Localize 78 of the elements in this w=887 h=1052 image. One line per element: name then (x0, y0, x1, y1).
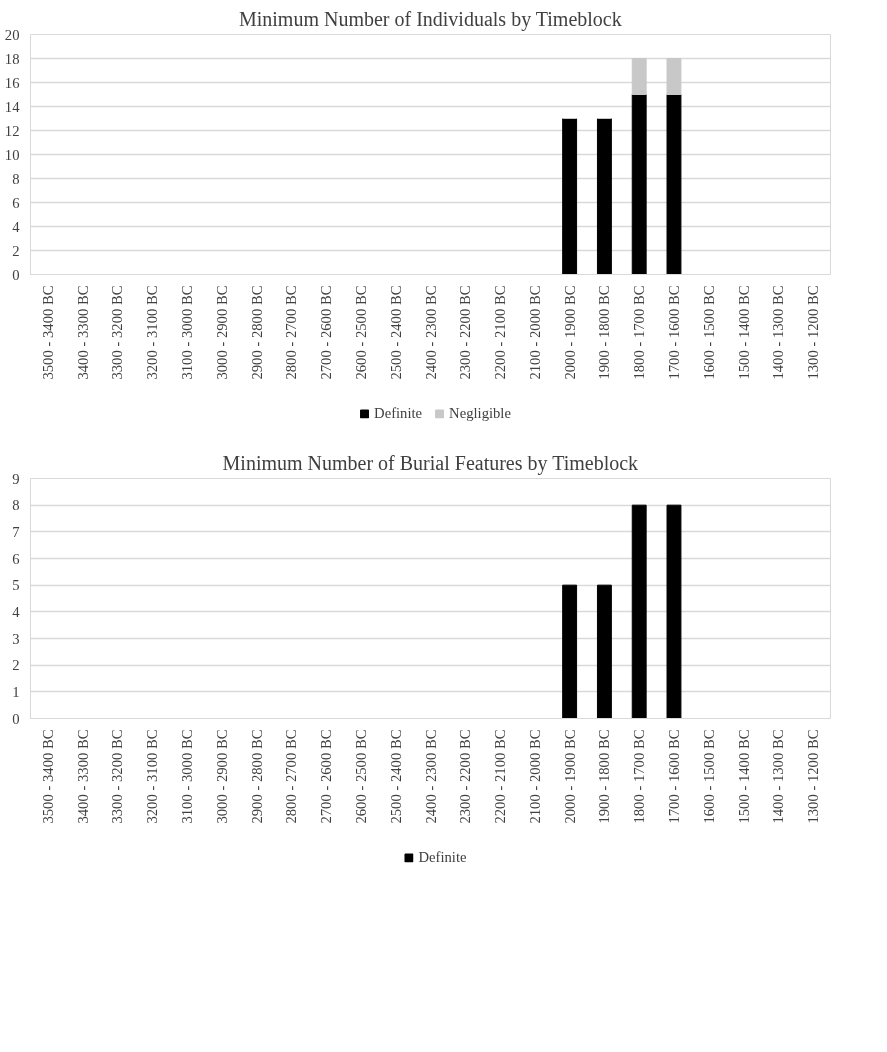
x-tick-label: 2100 - 2000 BC (526, 729, 543, 824)
chart-title: Minimum Number of Burial Features by Timeblock (222, 451, 639, 475)
y-tick-label: 12 (4, 122, 20, 139)
x-tick-label: 3500 - 3400 BC (39, 285, 56, 380)
x-tick-label: 1400 - 1300 BC (770, 285, 787, 380)
x-tick-label: 3000 - 2900 BC (213, 285, 230, 380)
x-tick-label: 3500 - 3400 BC (39, 729, 56, 824)
legend-label: Definite (374, 404, 423, 422)
bar (631, 94, 647, 275)
y-tick-label: 14 (4, 98, 21, 115)
x-tick-label: 1900 - 1800 BC (596, 729, 613, 824)
bar (562, 118, 578, 275)
x-tick-label: 1300 - 1200 BC (805, 729, 822, 824)
y-tick-label: 20 (4, 26, 20, 43)
x-tick-label: 1600 - 1500 BC (700, 285, 717, 380)
x-tick-label: 1600 - 1500 BC (700, 729, 717, 824)
y-tick-label: 3 (12, 630, 20, 647)
x-tick-label: 3200 - 3100 BC (144, 729, 161, 824)
x-tick-label: 1700 - 1600 BC (665, 285, 682, 380)
x-tick-label: 3000 - 2900 BC (213, 729, 230, 824)
x-tick-label: 2200 - 2100 BC (492, 729, 509, 824)
y-tick-label: 5 (12, 577, 20, 594)
y-tick-label: 2 (12, 657, 20, 674)
x-tick-label: 3100 - 3000 BC (179, 729, 196, 824)
x-tick-label: 2500 - 2400 BC (387, 729, 404, 824)
bar (596, 118, 612, 275)
y-tick-label: 4 (12, 218, 21, 235)
x-tick-label: 2600 - 2500 BC (352, 729, 369, 824)
x-tick-label: 2400 - 2300 BC (422, 285, 439, 380)
x-tick-label: 2800 - 2700 BC (283, 285, 300, 380)
x-tick-label: 2400 - 2300 BC (422, 729, 439, 824)
y-tick-label: 4 (12, 603, 21, 620)
x-tick-label: 1500 - 1400 BC (735, 285, 752, 380)
y-tick-label: 7 (12, 523, 20, 540)
y-tick-label: 6 (12, 550, 20, 567)
x-tick-label: 2900 - 2800 BC (248, 729, 265, 824)
y-tick-label: 9 (12, 470, 20, 487)
x-tick-label: 3300 - 3200 BC (109, 285, 126, 380)
x-tick-label: 2000 - 1900 BC (561, 729, 578, 824)
x-tick-label: 2900 - 2800 BC (248, 285, 265, 380)
legend-label: Negligible (449, 404, 511, 422)
x-tick-label: 3100 - 3000 BC (179, 285, 196, 380)
y-tick-label: 6 (12, 194, 20, 211)
x-tick-label: 2100 - 2000 BC (526, 285, 543, 380)
x-tick-label: 3200 - 3100 BC (144, 285, 161, 380)
chart-title: Minimum Number of Individuals by Timeblock (238, 7, 622, 31)
x-tick-label: 3400 - 3300 BC (74, 729, 91, 824)
x-tick-label: 2300 - 2200 BC (457, 285, 474, 380)
x-tick-label: 2700 - 2600 BC (318, 729, 335, 824)
x-tick-label: 2700 - 2600 BC (318, 285, 335, 380)
x-tick-label: 3400 - 3300 BC (74, 285, 91, 380)
x-tick-label: 3300 - 3200 BC (109, 729, 126, 824)
y-tick-label: 1 (12, 683, 20, 700)
bar (631, 58, 647, 95)
x-tick-label: 2600 - 2500 BC (352, 285, 369, 380)
y-tick-label: 18 (4, 50, 20, 67)
x-tick-label: 2500 - 2400 BC (387, 285, 404, 380)
x-tick-label: 1700 - 1600 BC (665, 729, 682, 824)
x-tick-label: 1500 - 1400 BC (735, 729, 752, 824)
bar (666, 94, 682, 275)
bar (666, 58, 682, 95)
y-tick-label: 2 (12, 242, 20, 259)
y-tick-label: 0 (12, 710, 20, 727)
x-tick-label: 1900 - 1800 BC (596, 285, 613, 380)
x-tick-label: 2000 - 1900 BC (561, 285, 578, 380)
y-tick-label: 8 (12, 497, 20, 514)
x-tick-label: 2800 - 2700 BC (283, 729, 300, 824)
y-tick-label: 16 (4, 74, 20, 91)
y-tick-label: 8 (12, 170, 20, 187)
y-tick-label: 0 (12, 266, 20, 283)
x-tick-label: 1400 - 1300 BC (770, 729, 787, 824)
x-tick-label: 2300 - 2200 BC (457, 729, 474, 824)
x-tick-label: 2200 - 2100 BC (492, 285, 509, 380)
legend-label: Definite (418, 848, 467, 866)
x-tick-label: 1300 - 1200 BC (805, 285, 822, 380)
x-tick-label: 1800 - 1700 BC (631, 285, 648, 380)
x-tick-label: 1800 - 1700 BC (631, 729, 648, 824)
y-tick-label: 10 (4, 146, 20, 163)
